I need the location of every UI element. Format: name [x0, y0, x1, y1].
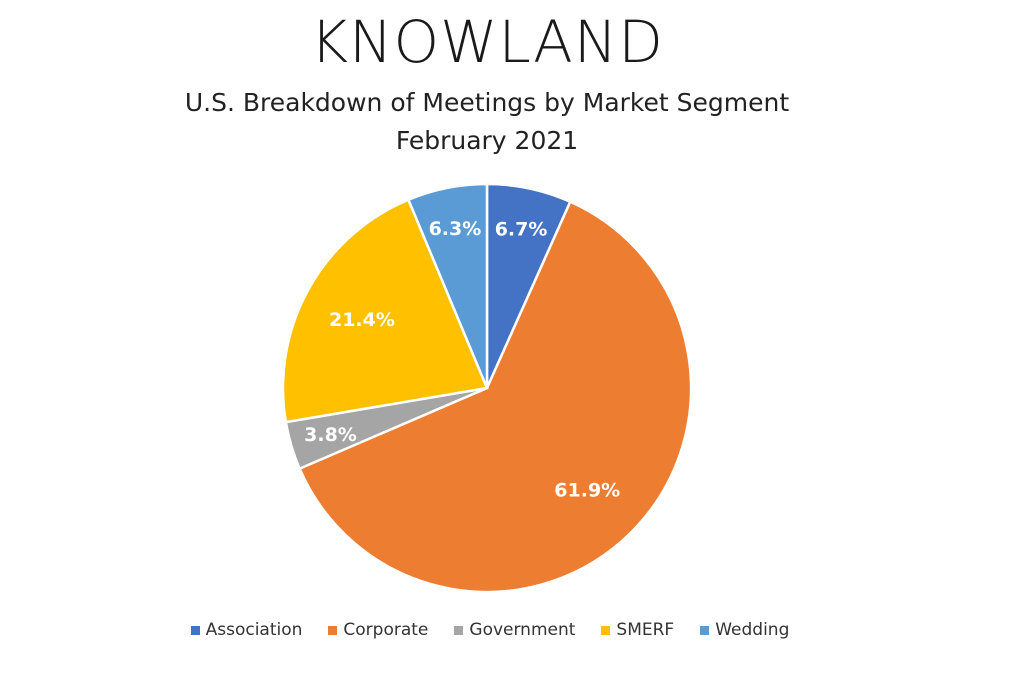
legend-item-corporate: Corporate: [328, 620, 428, 640]
brand-logo-text: KNOWLAND: [310, 8, 664, 76]
data-label-corporate: 61.9%: [554, 480, 620, 502]
legend-item-smerf: SMERF: [601, 620, 674, 640]
legend-item-association: Association: [190, 620, 303, 640]
data-label-wedding: 6.3%: [429, 218, 482, 240]
data-label-government: 3.8%: [304, 424, 357, 446]
chart-subtitle: February 2021: [395, 126, 579, 155]
legend-label: Corporate: [343, 620, 429, 640]
legend: Association Corporate Government SMERF W…: [0, 620, 980, 640]
legend-item-government: Government: [454, 620, 575, 640]
pie-slice-smerf: [281, 198, 489, 424]
legend-item-wedding: Wedding: [700, 620, 789, 640]
legend-swatch: [454, 625, 464, 635]
data-label-association: 6.7%: [495, 218, 548, 240]
data-label-smerf: 21.4%: [329, 309, 395, 331]
pie-slice-wedding: [406, 182, 489, 389]
chart-title: U.S. Breakdown of Meetings by Market Seg…: [184, 88, 790, 117]
legend-label: Government: [469, 620, 576, 640]
legend-label: SMERF: [616, 620, 675, 640]
legend-label: Wedding: [715, 620, 790, 640]
pie-slice-corporate: [297, 200, 693, 594]
legend-swatch: [601, 625, 611, 635]
legend-swatch: [328, 625, 338, 635]
legend-swatch: [190, 625, 200, 635]
legend-label: Association: [205, 620, 303, 640]
legend-swatch: [700, 625, 710, 635]
